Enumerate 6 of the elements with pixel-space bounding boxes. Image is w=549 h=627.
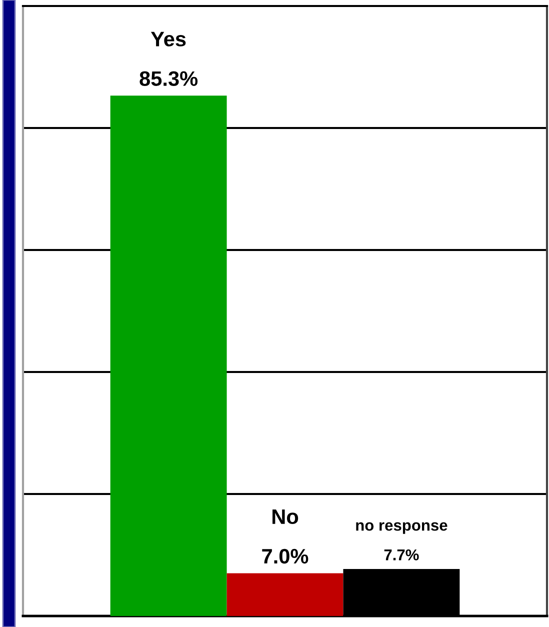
- data-label: 7.7%: [384, 549, 419, 560]
- x-tick-label: No: [272, 510, 298, 524]
- data-label: 85.3%: [140, 71, 198, 86]
- x-tick-label: Yes: [150, 32, 186, 46]
- data-label: 7.0%: [262, 548, 308, 564]
- x-tick-label: no response: [356, 522, 448, 534]
